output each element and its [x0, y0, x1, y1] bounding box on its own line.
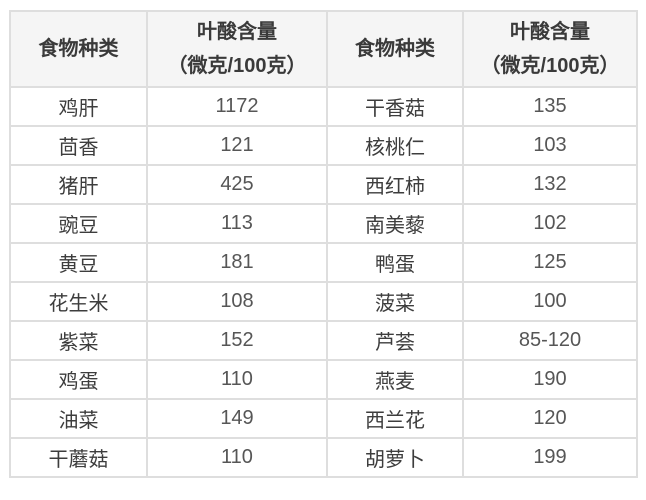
header-folate-line1: 叶酸含量 — [197, 21, 277, 43]
table-row: 鸡蛋 110 燕麦 190 — [9, 359, 638, 400]
food-cell: 干蘑菇 — [9, 437, 148, 478]
table-row: 豌豆 113 南美藜 102 — [9, 203, 638, 244]
header-row: 食物种类 叶酸含量 （微克/100克） 食物种类 叶酸含量 （微克/100克） — [9, 10, 638, 88]
value-cell: 103 — [462, 125, 638, 166]
value-cell: 110 — [146, 437, 328, 478]
value-cell: 121 — [146, 125, 328, 166]
food-cell: 紫菜 — [9, 320, 148, 361]
value-cell: 425 — [146, 164, 328, 205]
value-cell: 132 — [462, 164, 638, 205]
header-folate-line2: （微克/100克） — [167, 55, 307, 77]
table-row: 黄豆 181 鸭蛋 125 — [9, 242, 638, 283]
food-cell: 西兰花 — [326, 398, 464, 439]
header-food-type-left: 食物种类 — [9, 10, 148, 88]
food-cell: 西红柿 — [326, 164, 464, 205]
table-row: 紫菜 152 芦荟 85-120 — [9, 320, 638, 361]
food-cell: 黄豆 — [9, 242, 148, 283]
header-folate-content-left: 叶酸含量 （微克/100克） — [146, 10, 328, 88]
food-cell: 豌豆 — [9, 203, 148, 244]
table-body: 鸡肝 1172 干香菇 135 茴香 121 核桃仁 103 猪肝 425 西红… — [9, 86, 638, 478]
food-cell: 胡萝卜 — [326, 437, 464, 478]
table-row: 油菜 149 西兰花 120 — [9, 398, 638, 439]
header-folate-content-right: 叶酸含量 （微克/100克） — [462, 10, 638, 88]
food-cell: 鸡肝 — [9, 86, 148, 127]
table-row: 茴香 121 核桃仁 103 — [9, 125, 638, 166]
food-cell: 芦荟 — [326, 320, 464, 361]
value-cell: 1172 — [146, 86, 328, 127]
header-folate-line2: （微克/100克） — [480, 55, 620, 77]
table-row: 干蘑菇 110 胡萝卜 199 — [9, 437, 638, 478]
food-cell: 猪肝 — [9, 164, 148, 205]
food-cell: 菠菜 — [326, 281, 464, 322]
food-cell: 花生米 — [9, 281, 148, 322]
food-cell: 鸭蛋 — [326, 242, 464, 283]
value-cell: 113 — [146, 203, 328, 244]
value-cell: 125 — [462, 242, 638, 283]
value-cell: 190 — [462, 359, 638, 400]
value-cell: 149 — [146, 398, 328, 439]
table-row: 鸡肝 1172 干香菇 135 — [9, 86, 638, 127]
food-cell: 茴香 — [9, 125, 148, 166]
value-cell: 135 — [462, 86, 638, 127]
food-cell: 油菜 — [9, 398, 148, 439]
data-table: 食物种类 叶酸含量 （微克/100克） 食物种类 叶酸含量 （微克/100克） … — [9, 10, 638, 478]
table-row: 猪肝 425 西红柿 132 — [9, 164, 638, 205]
value-cell: 181 — [146, 242, 328, 283]
food-cell: 南美藜 — [326, 203, 464, 244]
table-row: 花生米 108 菠菜 100 — [9, 281, 638, 322]
food-cell: 燕麦 — [326, 359, 464, 400]
value-cell: 108 — [146, 281, 328, 322]
value-cell: 85-120 — [462, 320, 638, 361]
folate-content-table: 食物种类 叶酸含量 （微克/100克） 食物种类 叶酸含量 （微克/100克） … — [9, 10, 638, 478]
value-cell: 102 — [462, 203, 638, 244]
value-cell: 152 — [146, 320, 328, 361]
food-cell: 干香菇 — [326, 86, 464, 127]
food-cell: 鸡蛋 — [9, 359, 148, 400]
value-cell: 199 — [462, 437, 638, 478]
value-cell: 110 — [146, 359, 328, 400]
food-cell: 核桃仁 — [326, 125, 464, 166]
value-cell: 120 — [462, 398, 638, 439]
header-food-type-right: 食物种类 — [326, 10, 464, 88]
header-folate-line1: 叶酸含量 — [510, 21, 590, 43]
value-cell: 100 — [462, 281, 638, 322]
